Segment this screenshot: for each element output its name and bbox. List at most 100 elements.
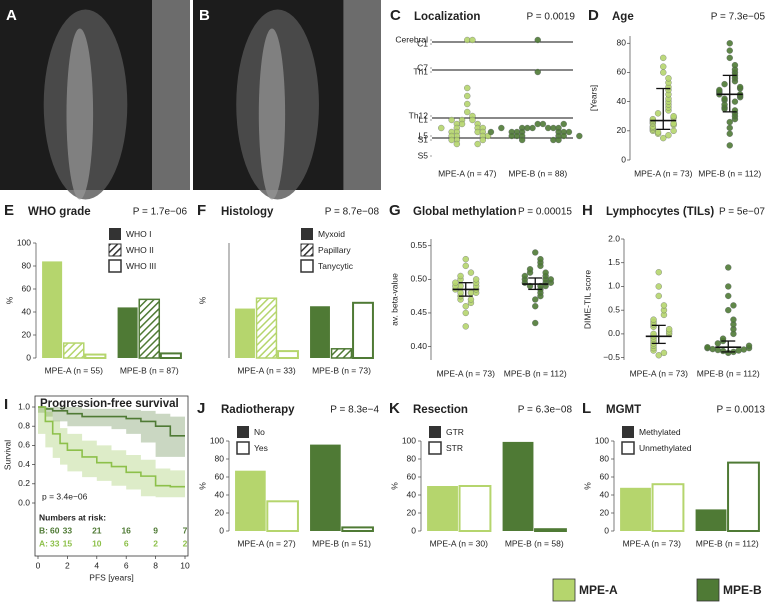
x-tick-label: MPE-A (n = 73) [623,538,682,548]
panel-letter: B [199,7,210,24]
data-point [565,128,573,136]
y-tick-label: 0 [219,525,224,535]
data-point [537,256,544,263]
panel-title: Global methylation [413,206,517,218]
plot-frame [34,395,189,557]
data-point [660,54,667,62]
data-point [654,110,662,117]
data-point [452,279,459,286]
mri-spine [258,28,286,200]
data-point [721,95,728,102]
survival-curve [38,406,185,437]
data-point [472,276,480,283]
panel-letter: H [582,202,593,219]
legend-label: STR [446,443,463,453]
y-tick-label: 0.0 [608,328,620,338]
data-point [487,128,495,136]
y-tick-label: 20 [617,125,627,135]
bar [534,528,567,533]
y-tick-label: 0.5 [608,304,620,314]
data-point [560,120,567,128]
legend-label: Tanycytic [318,261,354,271]
x-tick-label: MPE-A (n = 55) [45,365,104,375]
data-point [547,276,554,283]
data-point [670,127,677,134]
legend-swatch [108,243,122,257]
bar [341,526,374,533]
y-axis-label: DIME-TIL score [582,270,592,329]
panel-title: WHO grade [28,206,91,218]
data-point [654,129,662,136]
data-point [560,132,567,140]
y-tick-label: 0.6 [18,440,30,450]
x-tick-label: MPE-B (n = 112) [504,368,567,378]
y-tick-label: −0.5 [603,352,620,362]
bar [255,297,278,359]
x-tick-label: 4 [94,560,99,570]
data-point [731,62,739,69]
y-tick-label: 80 [22,260,32,270]
data-point [542,269,549,276]
data-point [726,54,733,62]
bar [458,485,492,532]
panel-letter: I [4,396,8,413]
data-point [731,98,739,105]
panel-title: Age [612,11,634,23]
data-point [462,309,469,317]
p-value: P = 6.3e−08 [518,405,573,416]
legend-swatch [429,426,441,438]
bar [138,298,161,359]
y-tick-label: 40 [617,96,627,106]
y-tick-label: 40 [215,489,225,499]
data-point [462,323,469,330]
data-point [479,136,487,144]
y-tick-label: 40 [600,489,610,499]
data-point [726,124,733,132]
risk-count: 16 [121,525,131,535]
data-point [555,136,562,144]
p-value: P = 8.7e−08 [325,207,380,218]
x-tick-label: MPE-A (n = 47) [438,168,497,178]
panel-letter: A [6,7,17,24]
bar [695,509,727,531]
data-point [730,302,737,309]
y-tick-label: L5 [419,130,429,140]
data-point [670,120,677,127]
y-axis-label: % [197,482,207,490]
data-point [532,296,539,303]
bar [117,307,138,358]
y-tick-label: 0.55 [410,240,427,250]
data-point [464,108,471,116]
data-point [457,272,464,280]
y-tick-label: Th1 [413,66,428,76]
panel-title: Progression-free survival [40,398,179,410]
x-tick-label: MPE-B (n = 58) [505,538,564,548]
y-tick-label: 0.40 [410,341,427,351]
y-tick-label: 0 [411,525,416,535]
data-point [508,132,515,140]
risk-count: 9 [153,525,158,535]
data-point [521,272,528,280]
p-annotation: p = 3.4e−06 [42,491,88,501]
panel-letter: G [389,202,401,219]
risk-count: 10 [92,538,102,548]
data-point [725,283,732,290]
risk-count: 6 [124,538,129,548]
p-value: P = 0.0013 [717,405,766,416]
mri-skin [152,0,190,190]
legend-label: Myxoid [318,229,345,239]
y-tick-label: 60 [22,283,32,293]
risk-count: 2 [153,538,158,548]
survival-curve [38,406,185,488]
p-value: P = 5e−07 [719,207,765,218]
x-tick-label: MPE-A (n = 73) [634,168,693,178]
data-point [453,140,461,148]
legend-label: Yes [254,443,268,453]
x-tick-label: 2 [65,560,70,570]
y-tick-label: Th12 [409,110,429,120]
legend-swatch [109,228,121,240]
data-point [660,69,667,76]
x-tick-label: MPE-B (n = 73) [312,365,371,375]
x-tick-label: MPE-B (n = 112) [697,368,760,378]
